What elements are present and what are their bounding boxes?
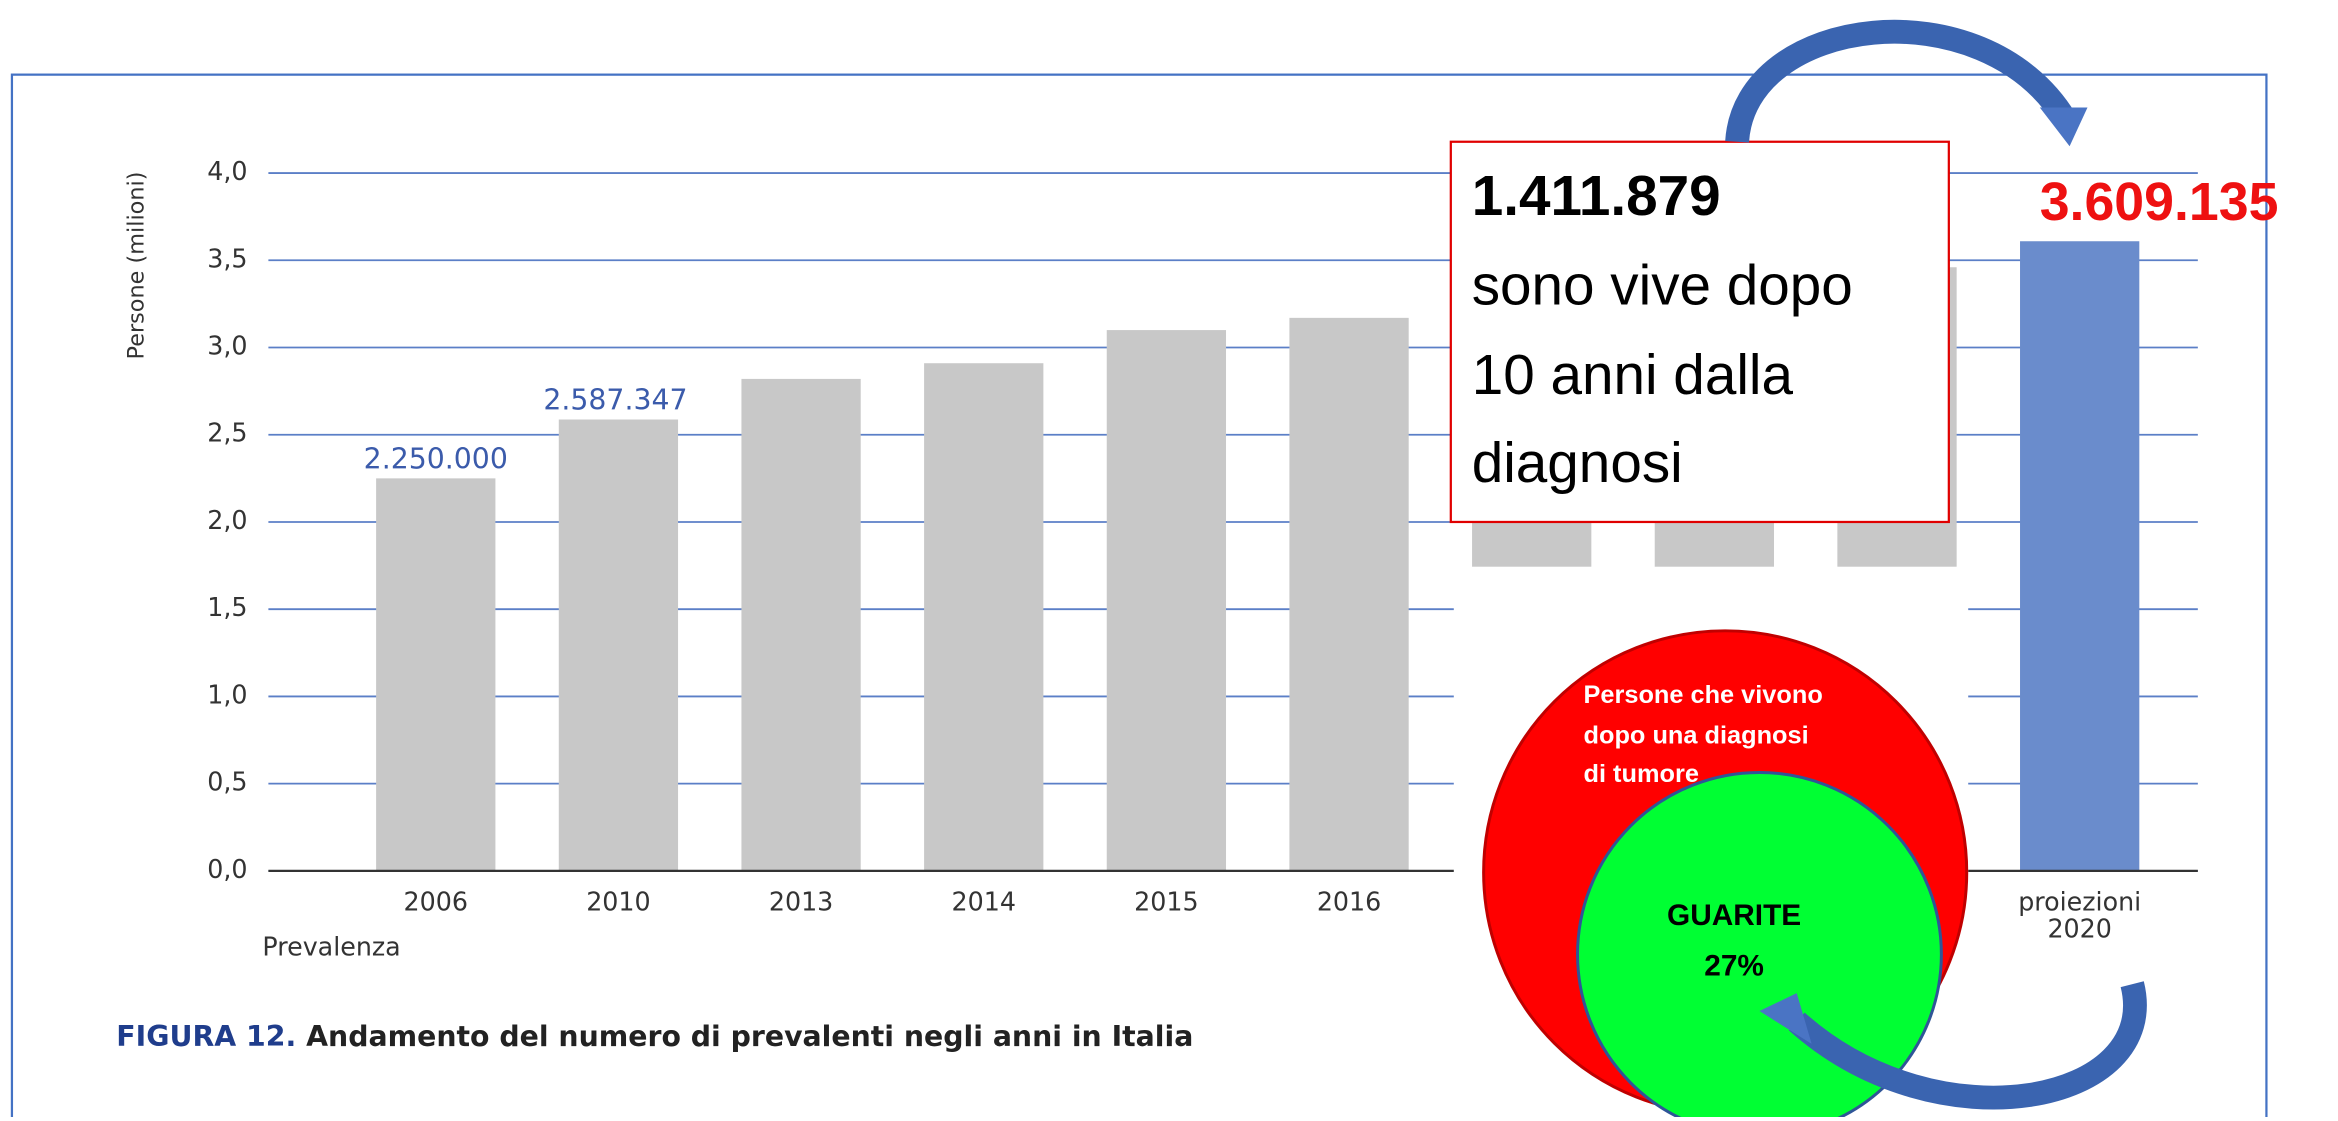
value-label: 2.587.347	[543, 384, 687, 417]
circle-text: di tumore	[1584, 760, 1699, 788]
inner-circle	[1576, 771, 1943, 1121]
y-tick-label: 2,0	[207, 505, 247, 535]
x-axis-label: Prevalenza	[262, 931, 400, 961]
y-tick-label: 4,0	[207, 156, 247, 186]
arrow-head	[2039, 107, 2088, 147]
caption-prefix: FIGURA 12.	[116, 1020, 296, 1053]
caption: FIGURA 12. Andamento del numero di preva…	[116, 1020, 1193, 1053]
y-tick-label: 1,0	[207, 679, 247, 709]
y-tick-label: 3,5	[207, 243, 247, 273]
x-tick-label: 2010	[586, 887, 650, 917]
bar	[558, 419, 679, 871]
caption-text: Andamento del numero di prevalenti negli…	[306, 1020, 1193, 1053]
x-tick-label: 2013	[769, 887, 833, 917]
arrow	[1788, 981, 2147, 1110]
bar	[1289, 317, 1409, 871]
x-tick-label: 2016	[1317, 887, 1381, 917]
frame	[10, 73, 2268, 1121]
inner-circle-percent: 27%	[1704, 950, 1764, 983]
box-number: 1.411.879	[1472, 165, 1721, 228]
bar	[2020, 241, 2140, 871]
value-label: 3.609.135	[2040, 172, 2279, 232]
x-tick-label: proiezioni 2020	[2018, 887, 2141, 944]
x-tick-label: 2014	[951, 887, 1015, 917]
box-text: 10 anni dalla	[1472, 344, 1794, 407]
y-tick-label: 1,5	[207, 592, 247, 622]
y-axis-label: Persone (milioni)	[124, 172, 150, 360]
inner-circle-label: GUARITE	[1667, 899, 1801, 932]
bar	[741, 378, 861, 871]
arrow	[1725, 19, 2076, 144]
bar	[376, 478, 496, 871]
y-tick-label: 3,0	[207, 331, 247, 361]
value-label: 2.250.000	[364, 442, 508, 475]
text-box	[1449, 140, 1950, 524]
y-tick-label: 0,0	[207, 854, 247, 884]
arrow-head	[1759, 993, 1812, 1044]
x-tick-label: 2006	[404, 887, 468, 917]
box-text: diagnosi	[1472, 432, 1683, 495]
circle-text: dopo una diagnosi	[1584, 721, 1809, 749]
bar	[924, 363, 1044, 871]
circle-text: Persone che vivono	[1584, 681, 1823, 709]
x-tick-label: 2015	[1134, 887, 1198, 917]
bar	[1106, 330, 1227, 871]
y-tick-label: 2,5	[207, 418, 247, 448]
box-text: sono vive dopo	[1472, 254, 1853, 317]
y-tick-label: 0,5	[207, 767, 247, 797]
